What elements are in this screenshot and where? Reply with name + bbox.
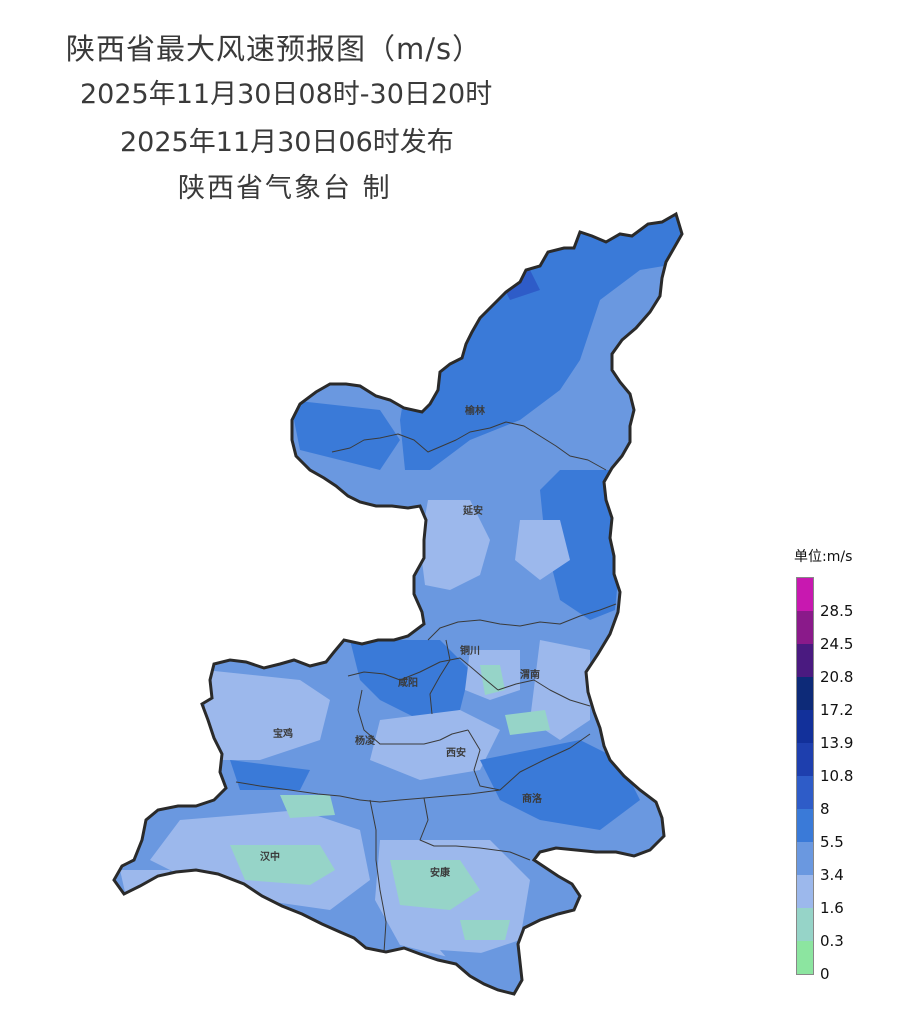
city-label-shangluo: 商洛	[522, 792, 543, 805]
city-label-hanzhong: 汉中	[260, 850, 280, 863]
legend-swatch	[797, 842, 813, 875]
legend-tick-label: 8	[820, 800, 830, 818]
issue-time: 2025年11月30日06时发布	[120, 127, 454, 158]
city-labels: 榆林 延安 铜川 渭南 咸阳 宝鸡 杨凌 西安 商洛 汉中 安康	[260, 404, 543, 879]
legend-tick-label: 0	[820, 965, 830, 983]
legend-tick-label: 24.5	[820, 635, 854, 653]
legend-tick-label: 5.5	[820, 833, 844, 851]
forecast-period: 2025年11月30日08时-30日20时	[80, 79, 493, 110]
legend-tick-label: 20.8	[820, 668, 854, 686]
city-label-ankang: 安康	[430, 866, 451, 879]
map-title: 陕西省最大风速预报图（m/s）	[66, 32, 483, 66]
legend-tick-label: 1.6	[820, 899, 844, 917]
city-label-xian: 西安	[446, 746, 466, 759]
legend-swatch	[797, 710, 813, 743]
legend-tick-label: 13.9	[820, 734, 854, 752]
city-label-tongchuan: 铜川	[460, 644, 480, 657]
legend-swatch	[797, 941, 813, 974]
legend-swatch	[797, 875, 813, 908]
legend-tick-label: 3.4	[820, 866, 844, 884]
issuer: 陕西省气象台 制	[178, 173, 392, 204]
city-label-baoji: 宝鸡	[273, 727, 293, 740]
legend-tick-label: 10.8	[820, 767, 854, 785]
legend-tick-label: 0.3	[820, 932, 844, 950]
wind-field	[114, 214, 682, 994]
city-label-yangling: 杨凌	[355, 734, 376, 747]
legend-swatch	[797, 578, 813, 611]
prefecture-boundaries	[235, 421, 617, 953]
legend-swatch	[797, 776, 813, 809]
legend-unit-label: 单位:m/s	[794, 549, 853, 565]
legend-tick-label: 17.2	[820, 701, 854, 719]
legend-swatch	[797, 611, 813, 644]
city-label-yulin: 榆林	[465, 404, 486, 417]
legend-swatch	[797, 809, 813, 842]
city-label-weinan: 渭南	[520, 668, 540, 681]
legend-swatch	[797, 677, 813, 710]
legend-swatch	[797, 743, 813, 776]
city-label-xianyang: 咸阳	[398, 676, 418, 689]
legend-tick-label: 28.5	[820, 602, 854, 620]
city-label-yanan: 延安	[462, 504, 483, 517]
legend-swatch	[797, 644, 813, 677]
legend-swatch	[797, 908, 813, 941]
legend-colorbar	[796, 577, 814, 975]
